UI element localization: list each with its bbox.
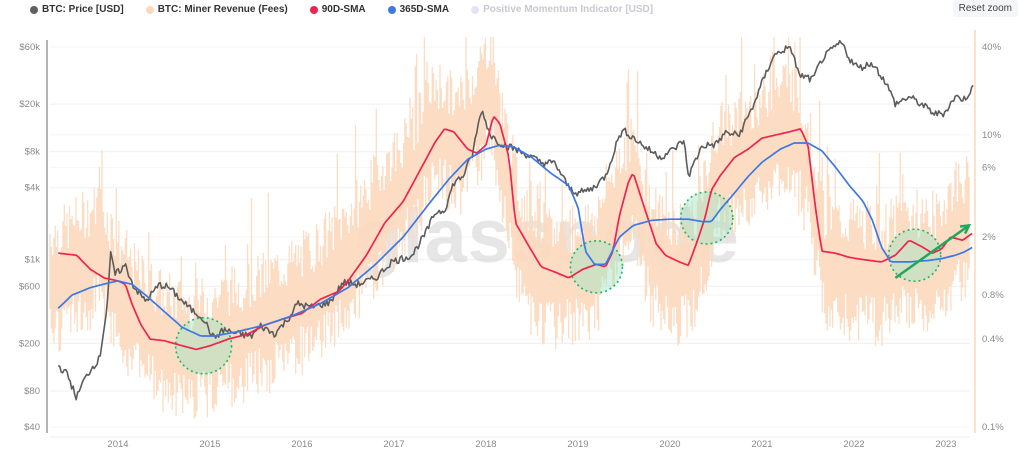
svg-text:2020: 2020 xyxy=(659,439,680,450)
legend-label: Positive Momentum Indicator [USD] xyxy=(483,4,654,15)
svg-text:$60k: $60k xyxy=(19,42,40,53)
svg-text:2016: 2016 xyxy=(291,439,312,450)
svg-text:6%: 6% xyxy=(982,162,996,173)
series-lines xyxy=(57,39,974,401)
svg-text:0.8%: 0.8% xyxy=(982,290,1004,301)
legend-item-90d-sma[interactable]: 90D-SMA xyxy=(309,4,366,15)
legend-label: 365D-SMA xyxy=(399,4,450,15)
legend-dot-icon xyxy=(387,5,396,14)
legend-item-positive-momentum[interactable]: Positive Momentum Indicator [USD] xyxy=(471,4,653,15)
svg-text:2022: 2022 xyxy=(843,439,864,450)
svg-text:$1k: $1k xyxy=(25,255,41,266)
legend-item-miner-revenue[interactable]: BTC: Miner Revenue (Fees) xyxy=(145,4,288,15)
svg-text:0.4%: 0.4% xyxy=(982,334,1004,345)
legend-item-365d-sma[interactable]: 365D-SMA xyxy=(387,4,450,15)
svg-text:$200: $200 xyxy=(19,338,40,349)
chart-legend: BTC: Price [USD] BTC: Miner Revenue (Fee… xyxy=(30,4,653,15)
annotation-arrow xyxy=(894,223,972,279)
legend-dot-icon xyxy=(471,5,480,14)
legend-label: BTC: Miner Revenue (Fees) xyxy=(157,4,288,15)
svg-text:2021: 2021 xyxy=(751,439,772,450)
svg-text:2014: 2014 xyxy=(107,439,128,450)
legend-item-btc-price[interactable]: BTC: Price [USD] xyxy=(30,4,124,15)
legend-dot-icon xyxy=(30,5,38,14)
legend-dot-icon xyxy=(309,5,318,14)
annotation-circles xyxy=(174,191,942,375)
svg-text:2019: 2019 xyxy=(567,439,588,450)
x-axis: 2014 2015 2016 2017 2018 2019 2020 2021 2022 2023 xyxy=(107,439,956,450)
svg-text:2015: 2015 xyxy=(199,439,220,450)
svg-text:$8k: $8k xyxy=(25,147,41,158)
y-axis-right: 40% 10% 6% 2% 0.8% 0.4% 0.1% xyxy=(982,42,1004,433)
legend-label: BTC: Price [USD] xyxy=(42,4,124,15)
svg-text:$4k: $4k xyxy=(25,183,41,194)
svg-text:$20k: $20k xyxy=(19,99,40,110)
svg-text:$600: $600 xyxy=(19,281,40,292)
svg-text:2018: 2018 xyxy=(475,439,496,450)
y-axis-left: $60k $20k $8k $4k $1k $600 $200 $80 $40 xyxy=(19,42,40,433)
svg-text:10%: 10% xyxy=(982,130,1002,141)
legend-dot-icon xyxy=(145,5,154,14)
svg-text:2%: 2% xyxy=(982,232,996,243)
svg-text:2017: 2017 xyxy=(383,439,404,450)
svg-text:2023: 2023 xyxy=(935,439,956,450)
reset-zoom-button[interactable]: Reset zoom xyxy=(952,0,1018,17)
gridlines xyxy=(50,46,970,428)
legend-label: 90D-SMA xyxy=(321,4,366,15)
svg-text:$80: $80 xyxy=(24,386,40,397)
svg-text:40%: 40% xyxy=(982,42,1002,53)
svg-text:0.1%: 0.1% xyxy=(982,422,1004,433)
svg-text:$40: $40 xyxy=(24,422,40,433)
